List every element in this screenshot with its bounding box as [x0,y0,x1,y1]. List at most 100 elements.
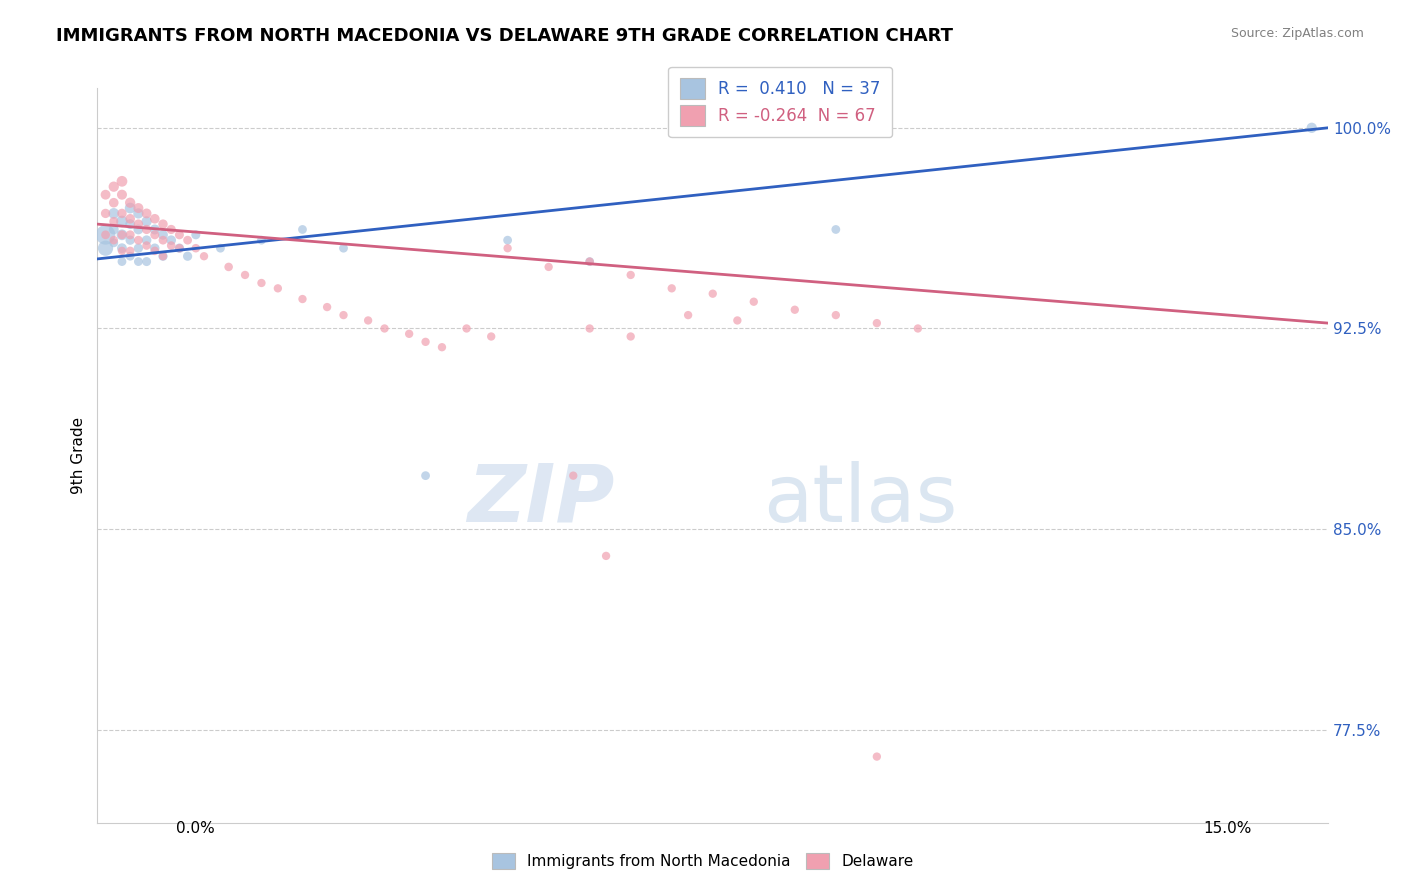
Point [415,334,437,349]
Point [103,179,125,194]
Point [103,233,125,247]
Point [111,227,134,242]
Point [250,276,273,290]
Point [120,211,142,226]
Point [291,222,314,236]
Point [702,286,724,301]
Point [111,187,134,202]
Point [94,227,117,242]
Point [94,241,117,255]
Text: ZIP: ZIP [467,461,614,539]
Point [94,227,117,242]
Point [111,214,134,228]
Point [120,227,142,242]
Point [824,308,846,322]
Point [176,249,198,263]
Point [103,195,125,210]
Point [160,222,183,236]
Point [135,238,157,252]
Point [120,233,142,247]
Point [824,222,846,236]
Point [398,326,420,341]
Point [135,254,157,268]
Point [578,254,600,268]
Point [152,249,174,263]
Point [94,206,117,220]
Point [169,241,191,255]
Point [111,254,134,268]
Point [103,222,125,236]
Point [578,254,600,268]
Point [742,294,765,309]
Point [127,206,149,220]
Point [160,238,183,252]
Point [135,214,157,228]
Point [111,241,134,255]
Point [160,233,183,247]
Point [725,313,748,327]
Point [783,302,806,317]
Point [209,241,232,255]
Point [127,222,149,236]
Point [135,233,157,247]
Point [135,206,157,220]
Point [169,241,191,255]
Text: atlas: atlas [763,461,957,539]
Text: IMMIGRANTS FROM NORTH MACEDONIA VS DELAWARE 9TH GRADE CORRELATION CHART: IMMIGRANTS FROM NORTH MACEDONIA VS DELAW… [56,27,953,45]
Point [152,249,174,263]
Point [111,174,134,188]
Point [578,321,600,335]
Point [866,749,889,764]
Point [456,321,478,335]
Point [111,244,134,258]
Text: Source: ZipAtlas.com: Source: ZipAtlas.com [1230,27,1364,40]
Point [184,227,207,242]
Point [111,227,134,242]
Point [103,235,125,250]
Point [373,321,395,335]
Point [103,206,125,220]
Point [332,241,354,255]
Point [233,268,256,282]
Point [332,308,354,322]
Point [218,260,240,274]
Point [120,201,142,215]
Point [143,222,166,236]
Point [111,206,134,220]
Point [291,292,314,306]
Point [562,468,585,483]
Point [127,201,149,215]
Point [479,329,502,343]
Point [143,211,166,226]
Point [152,233,174,247]
Point [127,233,149,247]
Point [176,233,198,247]
Point [184,241,207,255]
Point [94,187,117,202]
Point [537,260,560,274]
Point [120,195,142,210]
Point [907,321,929,335]
Point [152,227,174,242]
Point [496,241,519,255]
Point [415,468,437,483]
Point [1301,120,1323,135]
Point [103,214,125,228]
Point [127,241,149,255]
Point [267,281,290,295]
Legend: R =  0.410   N = 37, R = -0.264  N = 67: R = 0.410 N = 37, R = -0.264 N = 67 [668,67,893,137]
Legend: Immigrants from North Macedonia, Delaware: Immigrants from North Macedonia, Delawar… [486,847,920,875]
Point [250,233,273,247]
Point [152,217,174,231]
Text: 0.0%: 0.0% [176,821,215,836]
Point [120,244,142,258]
Point [143,241,166,255]
Point [430,340,453,354]
Point [866,316,889,330]
Point [193,249,215,263]
Text: 15.0%: 15.0% [1204,821,1251,836]
Point [595,549,617,563]
Point [316,300,339,314]
Y-axis label: 9th Grade: 9th Grade [72,417,86,494]
Point [120,249,142,263]
